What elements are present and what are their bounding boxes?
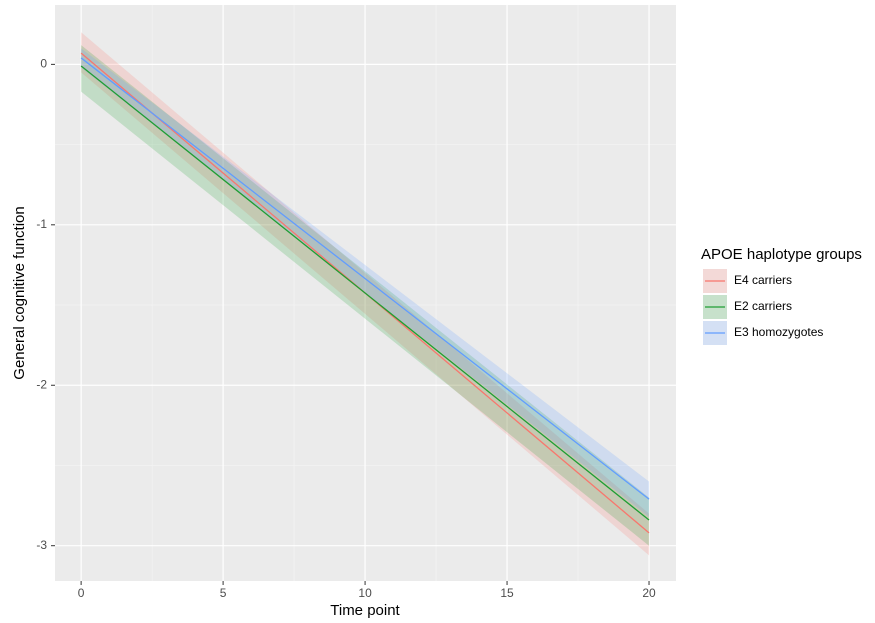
x-axis-title: Time point — [330, 602, 400, 619]
axes: 0 5 10 15 20 0 -1 -2 -3 — [36, 57, 656, 601]
x-tick-label: 5 — [220, 586, 227, 600]
legend-label: E4 carriers — [734, 273, 792, 287]
x-tick-label: 20 — [642, 586, 656, 600]
y-tick-label: -3 — [36, 538, 47, 552]
legend-label: E2 carriers — [734, 299, 792, 313]
y-axis-title: General cognitive function — [11, 206, 28, 379]
x-tick-label: 10 — [358, 586, 372, 600]
series-line — [80, 65, 650, 521]
lines — [80, 52, 650, 534]
x-tick-label: 15 — [500, 586, 514, 600]
legend-title: APOE haplotype groups — [701, 246, 862, 263]
legend-label: E3 homozygotes — [734, 325, 823, 339]
y-tick-label: -1 — [36, 217, 47, 231]
y-tick-label: 0 — [40, 57, 47, 71]
series-line — [80, 57, 650, 500]
y-tick-label: -2 — [36, 377, 47, 391]
confidence-band — [81, 45, 650, 546]
confidence-band — [81, 48, 650, 517]
legend: APOE haplotype groups E4 carriers E2 carri… — [701, 246, 862, 345]
x-tick-label: 0 — [78, 586, 85, 600]
